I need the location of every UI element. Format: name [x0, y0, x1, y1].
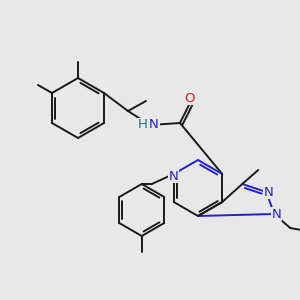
Text: N: N	[149, 118, 159, 131]
Text: O: O	[185, 92, 195, 104]
Text: N: N	[263, 185, 273, 199]
Text: N: N	[272, 208, 281, 220]
Text: H: H	[138, 118, 148, 131]
Text: N: N	[169, 169, 178, 182]
